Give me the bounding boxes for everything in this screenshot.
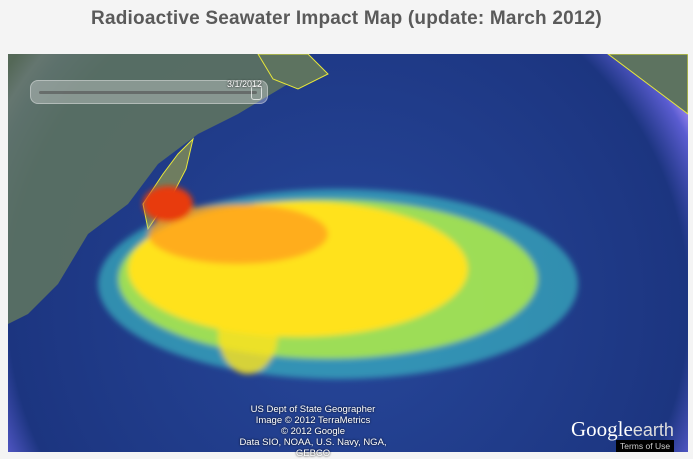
- credit-line: US Dept of State Geographer: [250, 404, 376, 415]
- credit-line: © 2012 Google: [280, 426, 346, 437]
- terms-of-use-link[interactable]: Terms of Use: [616, 440, 675, 452]
- slider-track[interactable]: [39, 91, 257, 94]
- logo-brand: Google: [571, 417, 633, 441]
- map-credits: US Dept of State Geographer Image © 2012…: [238, 404, 388, 459]
- slider-date-label: 3/1/2012: [227, 79, 263, 89]
- credit-line: Data SIO, NOAA, U.S. Navy, NGA, GEBCO: [239, 437, 387, 459]
- globe-map[interactable]: 3/1/2012 US Dept of State Geographer Ima…: [8, 54, 688, 459]
- asia-landmass: [8, 54, 308, 324]
- kamchatka-landmass: [257, 54, 329, 90]
- credit-line: Image © 2012 TerraMetrics: [255, 415, 371, 426]
- logo-product: earth: [632, 420, 674, 440]
- alaska-landmass: [607, 54, 688, 115]
- page-title: Radioactive Seawater Impact Map (update:…: [91, 8, 602, 29]
- slider-thumb[interactable]: [251, 85, 262, 100]
- time-slider[interactable]: 3/1/2012: [30, 79, 268, 104]
- radiation-plume: [98, 186, 578, 379]
- google-earth-logo: Googleearth: [571, 417, 674, 442]
- globe-graphic: [8, 54, 688, 452]
